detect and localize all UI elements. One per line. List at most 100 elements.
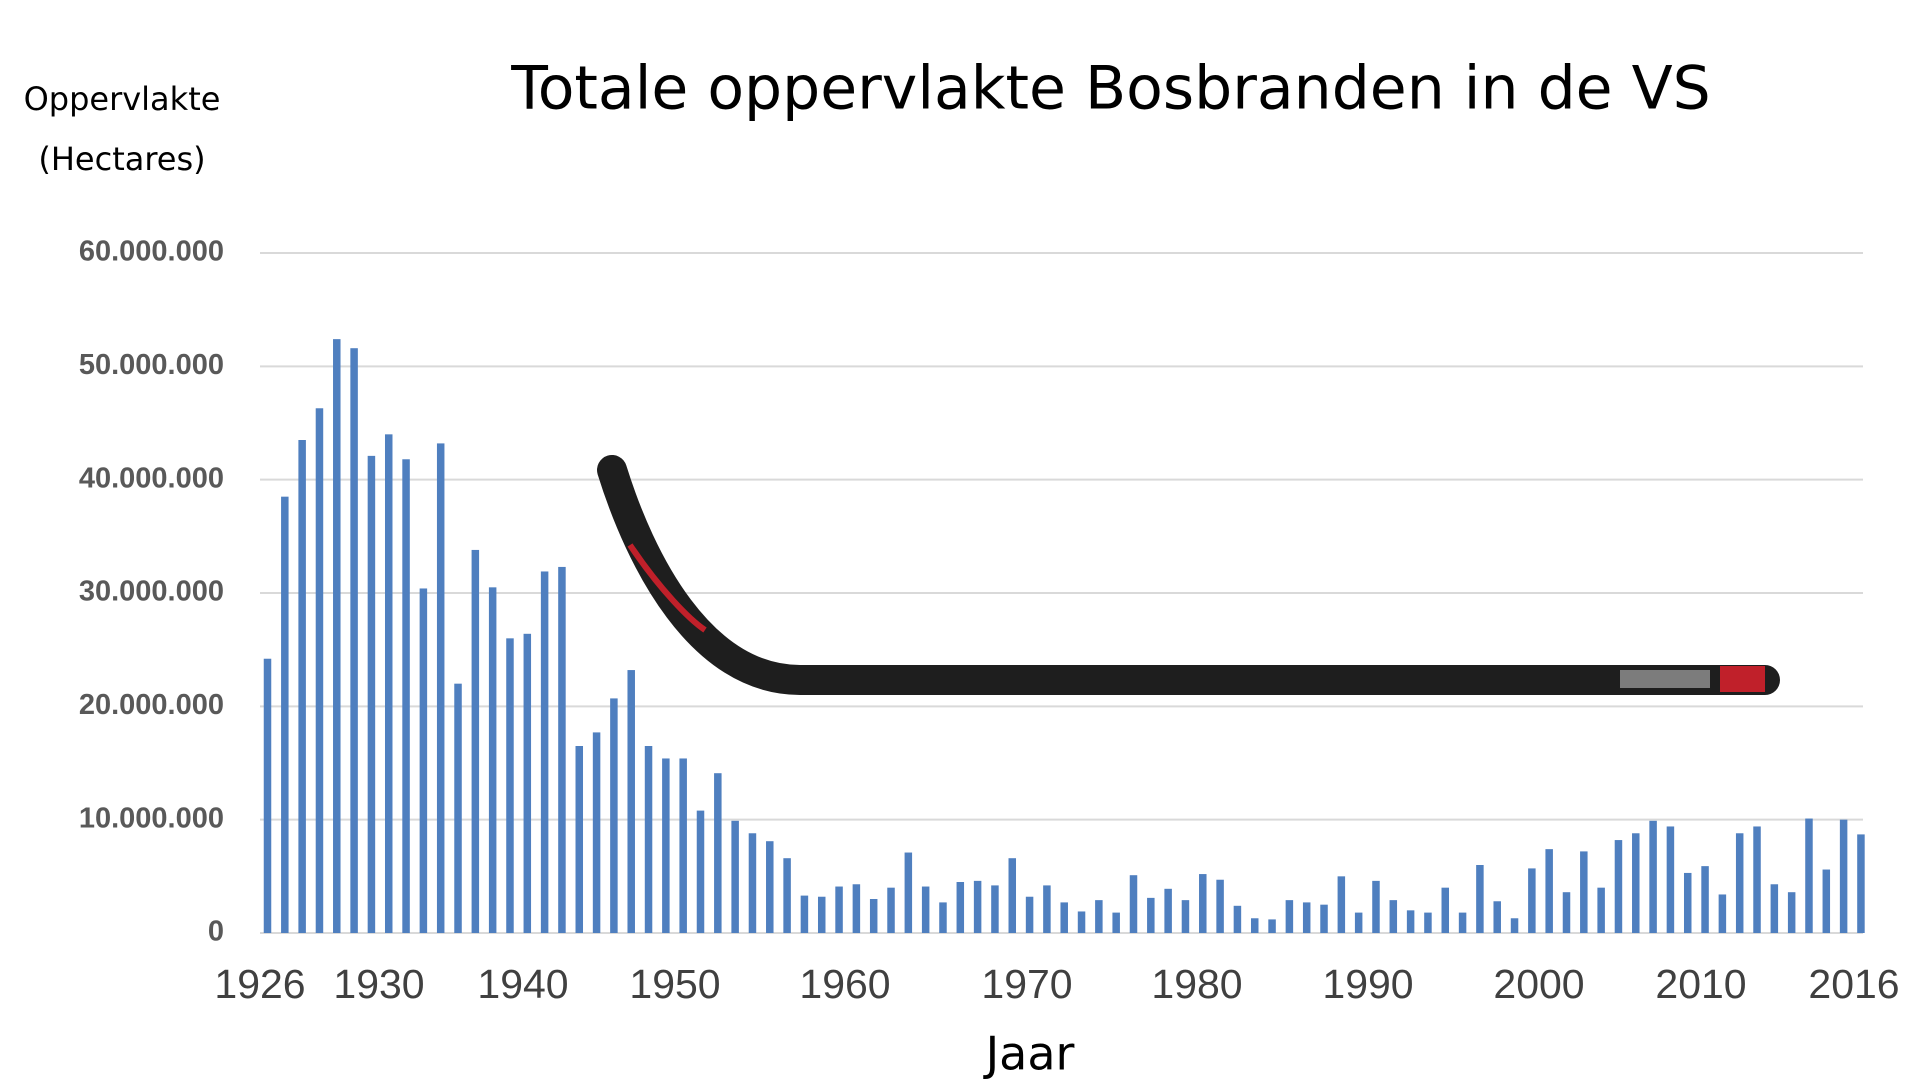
bar xyxy=(1649,820,1657,933)
bar xyxy=(1406,910,1415,933)
bar xyxy=(558,566,566,933)
bar xyxy=(869,899,878,933)
bar xyxy=(315,408,324,933)
bar xyxy=(1787,892,1796,933)
x-axis-label: Jaar xyxy=(983,1027,1075,1081)
bar xyxy=(1753,826,1761,933)
bar xyxy=(1770,884,1779,933)
bar xyxy=(1147,897,1155,933)
bar xyxy=(540,571,549,933)
bar xyxy=(575,746,584,933)
bar xyxy=(956,882,965,933)
bar xyxy=(1233,905,1242,933)
bar xyxy=(973,880,982,933)
bar xyxy=(1857,834,1865,933)
stick-shape xyxy=(597,455,1780,695)
bar xyxy=(644,746,653,933)
bar xyxy=(1458,912,1467,933)
x-tick-label: 1960 xyxy=(799,961,890,1007)
bar xyxy=(1164,888,1172,933)
x-tick-label: 1930 xyxy=(333,961,424,1007)
bar xyxy=(817,896,826,933)
bar xyxy=(1476,865,1484,933)
bar xyxy=(1597,887,1605,933)
bar xyxy=(1025,896,1034,933)
bar xyxy=(471,549,480,933)
bar xyxy=(1372,880,1380,933)
bar xyxy=(714,773,722,933)
bars xyxy=(263,339,1865,934)
bar xyxy=(1614,840,1623,933)
bar xyxy=(1199,874,1207,933)
bar xyxy=(1302,902,1311,933)
bar xyxy=(1250,918,1259,933)
y-tick-label: 60.000.000 xyxy=(79,236,224,268)
bar xyxy=(1545,849,1553,933)
bar xyxy=(904,852,913,933)
bar xyxy=(1683,872,1692,933)
x-tick-label: 1990 xyxy=(1322,961,1413,1007)
bar xyxy=(1112,912,1120,933)
x-tick-label: 2010 xyxy=(1655,961,1746,1007)
bar xyxy=(627,670,635,933)
bar xyxy=(298,440,306,933)
y-axis-label: (Hectares) xyxy=(38,140,205,178)
bar xyxy=(523,633,532,933)
x-tick-label: 2000 xyxy=(1493,961,1584,1007)
stick-accent xyxy=(1720,666,1765,692)
y-tick-label: 50.000.000 xyxy=(79,349,224,381)
bar xyxy=(1216,879,1224,933)
x-tick-label: 1950 xyxy=(629,961,720,1007)
bar xyxy=(367,455,376,933)
bar xyxy=(852,884,861,933)
y-tick-label: 0 xyxy=(208,916,224,948)
bar xyxy=(436,443,445,933)
bar xyxy=(731,820,739,933)
x-tick-label: 2016 xyxy=(1808,961,1899,1007)
bar xyxy=(1666,826,1675,933)
bar xyxy=(1528,868,1536,933)
bar xyxy=(333,339,341,934)
y-tick-label: 20.000.000 xyxy=(79,689,224,721)
bar xyxy=(1735,833,1744,933)
hockey-stick xyxy=(597,455,1780,695)
bar xyxy=(1181,900,1190,933)
bar xyxy=(1095,900,1103,933)
bar xyxy=(1510,918,1519,933)
bar xyxy=(384,434,393,933)
bar xyxy=(1822,869,1831,933)
y-tick-label: 30.000.000 xyxy=(79,576,224,608)
bar xyxy=(939,902,947,933)
x-tick-label: 1980 xyxy=(1151,961,1242,1007)
bar xyxy=(350,348,358,933)
bar xyxy=(1354,912,1363,933)
bar xyxy=(263,658,272,933)
bar xyxy=(1320,904,1328,933)
bar xyxy=(610,698,618,933)
grid xyxy=(260,252,1863,934)
bar xyxy=(748,833,757,933)
y-tick-label: 10.000.000 xyxy=(79,802,224,834)
bar xyxy=(783,858,791,933)
bar xyxy=(1839,819,1848,933)
bar xyxy=(991,885,999,933)
bar xyxy=(1043,885,1051,933)
y-tick-label: 40.000.000 xyxy=(79,462,224,494)
bar xyxy=(419,588,428,933)
chart-title: Totale oppervlakte Bosbranden in de VS xyxy=(510,54,1711,124)
bar xyxy=(1129,875,1138,933)
bar xyxy=(921,886,930,933)
bar xyxy=(1580,851,1588,933)
bar xyxy=(835,886,843,933)
bar xyxy=(1389,900,1398,933)
bar xyxy=(1805,818,1813,933)
bar xyxy=(1337,876,1346,933)
bar xyxy=(402,459,410,933)
x-tick-label: 1970 xyxy=(981,961,1072,1007)
x-tick-label: 1926 xyxy=(214,961,305,1007)
bar xyxy=(1493,901,1501,933)
bar xyxy=(662,758,670,933)
bar xyxy=(1562,892,1571,933)
bar xyxy=(1285,900,1294,933)
